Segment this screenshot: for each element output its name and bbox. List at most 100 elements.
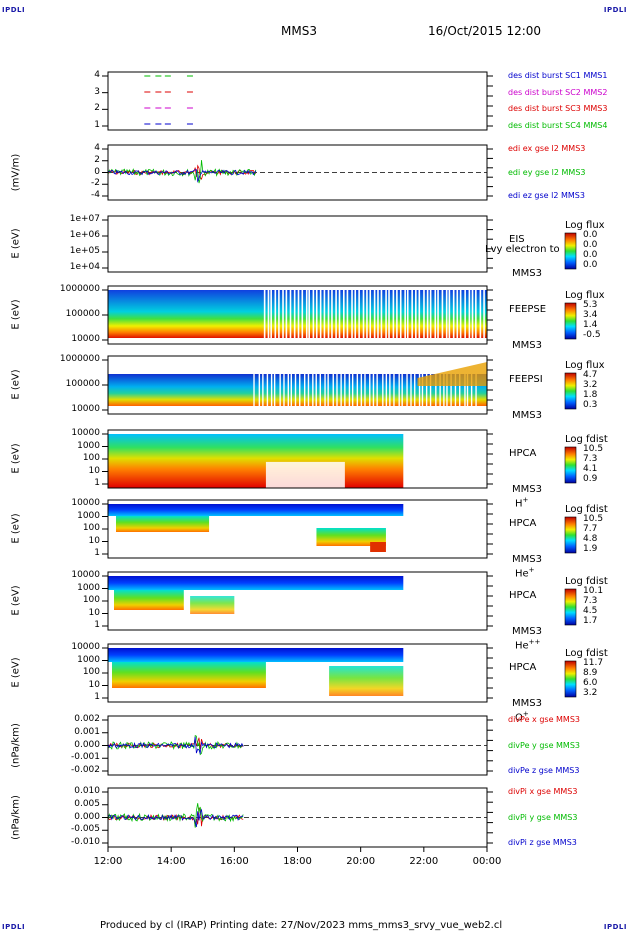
species-name: H	[515, 498, 523, 510]
y-tick-label: 1000	[77, 582, 100, 593]
feepse-data-gap	[297, 290, 300, 338]
feepse-data-gap	[377, 290, 379, 338]
feepse-data-gap	[278, 290, 280, 338]
feepsi-data-gap	[475, 374, 477, 406]
feepsi-data-gap	[406, 374, 408, 406]
y-tick-label: 4	[94, 143, 100, 153]
y-tick-label: 10	[88, 607, 100, 618]
panel-frame	[107, 71, 488, 131]
colorbar-value: 3.2	[583, 688, 598, 698]
panel-frame	[107, 215, 488, 273]
feepse-data-gap	[399, 290, 402, 338]
colorbar-value: 4.5	[583, 606, 598, 616]
feepse-data-gap	[448, 290, 451, 338]
feepse-data-gap	[418, 290, 421, 338]
feepse-data-gap	[346, 290, 349, 338]
y-tick-label: 0.000	[74, 811, 100, 822]
colorbar	[564, 372, 577, 410]
hpca-hepp-patch	[190, 596, 235, 614]
spacecraft-label: MMS3	[512, 340, 542, 351]
x-tick-label: 18:00	[283, 856, 312, 867]
y-tick-label: 100000	[65, 309, 100, 319]
colorbar-value: 1.9	[583, 544, 598, 554]
trace-series-1	[107, 734, 244, 756]
instrument-label: HPCA	[509, 590, 537, 601]
spacecraft-label: MMS3	[512, 554, 542, 565]
feepse-data-gap	[312, 290, 315, 338]
species-label: H+	[515, 496, 528, 509]
y-tick-label: 1000	[77, 510, 100, 521]
y-tick-label: 3	[94, 86, 100, 97]
y-tick-label: 1e+04	[70, 262, 100, 272]
y-tick-label: 1e+06	[70, 230, 100, 240]
feepsi-data-gap	[253, 374, 255, 406]
y-axis-label: (mV/m)	[10, 153, 22, 191]
feepse-data-gap	[396, 290, 398, 338]
hpca-o-top-band	[108, 648, 404, 662]
y-tick-label: 100	[82, 595, 100, 605]
feepsi-data-gap	[340, 374, 342, 406]
feepse-data-gap	[487, 290, 489, 338]
feepse-data-gap	[411, 290, 413, 338]
feepse-data-gap	[362, 290, 365, 338]
legend-entry: edi ex gse l2 MMS3	[508, 144, 586, 153]
trace-series-2	[107, 169, 257, 183]
feepsi-data-gap	[364, 374, 366, 406]
legend-entry: edi ez gse l2 MMS3	[508, 191, 585, 200]
y-axis-label: E (eV)	[10, 443, 22, 474]
y-tick-label: -0.002	[70, 765, 100, 775]
y-tick-label: -4	[91, 190, 100, 200]
colorbar-value: 10.5	[583, 514, 604, 524]
corner-label-br: IPDLI	[603, 923, 627, 931]
feepse-data-gap	[263, 290, 266, 338]
y-tick-label: 2	[94, 154, 100, 165]
feepse-data-gap	[483, 290, 485, 338]
y-tick-label: 10000	[71, 498, 100, 508]
colorbar	[564, 446, 577, 484]
feepse-data-gap	[338, 290, 341, 338]
feepse-data-gap	[385, 290, 387, 338]
y-tick-label: 0.001	[74, 726, 100, 737]
feepsi-data-gap	[450, 374, 452, 406]
hpca-he-late-band	[316, 528, 386, 546]
feepse-data-gap	[373, 290, 376, 338]
feepse-data-gap	[308, 290, 310, 338]
feepsi-data-gap	[435, 374, 437, 406]
y-tick-label: 10000	[71, 642, 100, 652]
feepsi-data-gap	[401, 374, 403, 406]
feepse-data-gap	[437, 290, 439, 338]
feepsi-data-gap	[360, 374, 363, 406]
species-label: O+	[515, 710, 529, 723]
feepse-data-gap	[335, 290, 337, 338]
species-charge: +	[522, 710, 529, 718]
colorbar-value: 4.1	[583, 464, 598, 474]
colorbar-value: 4.8	[583, 534, 598, 544]
feepsi-data-gap	[356, 374, 359, 406]
colorbar-value: 10.1	[583, 586, 604, 596]
feepsi-data-gap	[429, 374, 432, 406]
hpca-o-late-band	[329, 666, 404, 696]
feepse-data-gap	[441, 290, 444, 338]
feepse-data-gap	[331, 290, 333, 338]
feepse-data-gap	[415, 290, 417, 338]
colorbar-value: 0.9	[583, 474, 598, 484]
y-axis-label: E (eV)	[10, 369, 22, 400]
y-tick-label: -0.005	[70, 824, 100, 835]
feepse-data-gap	[434, 290, 437, 338]
y-tick-label: 10000	[71, 428, 100, 438]
colorbar	[564, 588, 577, 626]
y-axis-label: E (eV)	[10, 228, 22, 259]
feepsi-data-gap	[315, 374, 317, 406]
species-name: He	[515, 640, 529, 652]
feepsi-data-gap	[393, 374, 395, 406]
y-tick-label: 10	[88, 535, 100, 546]
feepsi-data-gap	[414, 374, 416, 406]
colorbar-value: 0.0	[583, 250, 598, 260]
colorbar-value: 0.3	[583, 400, 598, 410]
feepse-data-gap	[285, 290, 288, 338]
colorbar-value: 7.3	[583, 596, 598, 606]
feepse-data-gap	[351, 290, 353, 338]
colorbar-value: -0.5	[583, 330, 601, 340]
feepse-data-gap	[301, 290, 304, 338]
feepsi-data-gap	[287, 374, 289, 406]
